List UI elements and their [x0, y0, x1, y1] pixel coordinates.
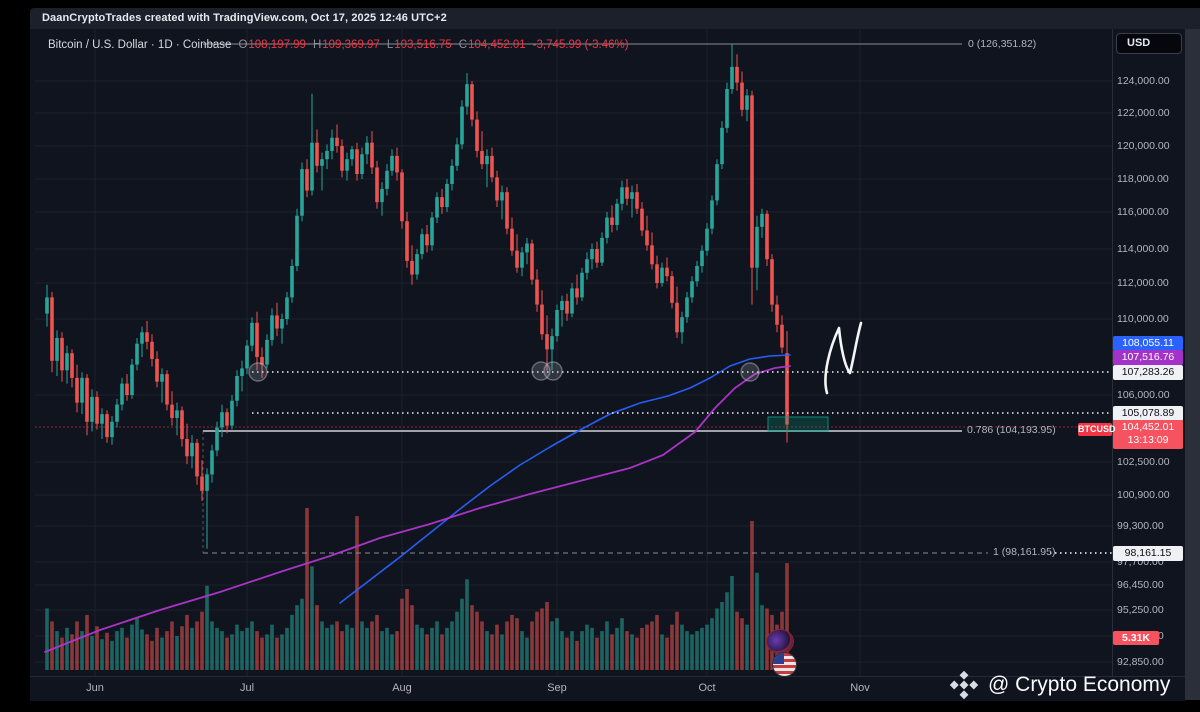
time-axis-label: Jul	[239, 682, 255, 694]
currency-toggle-button[interactable]: USD	[1116, 33, 1182, 54]
time-axis-pane[interactable]	[30, 676, 1185, 701]
time-axis-label: Nov	[850, 682, 870, 694]
time-axis-label: Aug	[392, 682, 412, 694]
fib-label-1[interactable]: 1 (98,161.95)	[993, 546, 1056, 558]
price-axis-label: 102,500.00	[1117, 456, 1170, 468]
trader-drawings[interactable]	[248, 321, 1112, 432]
time-axis-label: Sep	[547, 682, 567, 694]
time-axis-label: Jun	[86, 682, 104, 694]
ohlc-close: C104,452.01	[458, 39, 526, 51]
candlesticks	[45, 44, 789, 549]
watermark-text: @ Crypto Economy	[988, 673, 1171, 696]
price-axis-label: 114,000.00	[1117, 243, 1169, 255]
gridlines	[35, 29, 1112, 676]
ma-fast-price-badge: 108,055.11	[1113, 336, 1183, 351]
price-axis-label: 100,900.00	[1117, 489, 1170, 501]
fib-retracement[interactable]	[202, 43, 1112, 554]
attribution-bar: DaanCryptoTrades created with TradingVie…	[30, 8, 1200, 29]
price-axis-label: 124,000.00	[1117, 75, 1170, 87]
hand-drawn-n	[824, 321, 863, 395]
symbol-tag-badge: BTCUSD	[1078, 423, 1116, 436]
orb-emoji-sticker	[766, 629, 794, 654]
fib-low-price-badge: 98,161.15	[1113, 546, 1183, 561]
bar-countdown: 13:13:09	[1127, 434, 1169, 446]
price-axis-label: 92,850.00	[1117, 656, 1164, 668]
last-price-value: 104,452.01	[1121, 421, 1175, 433]
price-axis-label: 118,000.00	[1117, 173, 1169, 185]
attribution-text: DaanCryptoTrades created with TradingVie…	[42, 12, 447, 24]
change-value: -3,745.99 (-3.46%)	[532, 39, 629, 51]
price-axis-label: 116,000.00	[1117, 206, 1169, 218]
ohlc-low: L103,516.75	[386, 39, 452, 51]
price-axis-label: 106,000.00	[1117, 389, 1170, 401]
demand-zone-box	[767, 416, 829, 432]
last-price-badge: 104,452.01 13:13:09	[1113, 420, 1183, 449]
time-axis-label: Oct	[698, 682, 716, 694]
ma-purple-line[interactable]	[44, 365, 791, 653]
symbol-title[interactable]: Bitcoin / U.S. Dollar · 1D · Coinbase	[48, 39, 232, 51]
right-scrollbar-gutter[interactable]	[1185, 29, 1200, 700]
price-axis-label: 120,000.00	[1117, 140, 1170, 152]
volume-badge: 5.31K	[1113, 631, 1159, 645]
ohlc-open: O108,197.99	[238, 39, 306, 51]
chart-background	[30, 29, 1185, 676]
touch-circle-marker	[740, 362, 760, 382]
binance-diamond-icon	[949, 670, 979, 700]
price-axis-label: 122,000.00	[1117, 107, 1170, 119]
ohlc-high: H109,369.97	[312, 39, 380, 51]
fib-label-0[interactable]: 0 (126,351.82)	[968, 38, 1037, 50]
lower-line-price-badge: 105,078.89	[1113, 406, 1183, 421]
us-flag-emoji-sticker	[772, 652, 797, 677]
ma-slow-price-badge: 107,516.76	[1113, 350, 1183, 365]
symbol-legend[interactable]: Bitcoin / U.S. Dollar · 1D · Coinbase O1…	[48, 39, 629, 51]
touch-circle-marker	[531, 361, 551, 381]
ma-blue-line[interactable]	[339, 354, 791, 604]
fib-label-786[interactable]: 0.786 (104,193.95)	[967, 424, 1056, 436]
price-axis-label: 99,300.00	[1117, 520, 1164, 532]
touch-circle-marker	[543, 361, 563, 381]
price-axis-label: 112,000.00	[1117, 277, 1169, 289]
upper-line-price-badge: 107,283.26	[1113, 365, 1183, 380]
watermark: @ Crypto Economy	[948, 669, 1170, 701]
price-axis-label: 110,000.00	[1117, 313, 1169, 325]
volume-bars	[45, 508, 789, 670]
touch-circle-marker	[248, 362, 268, 382]
price-axis-label: 95,250.00	[1117, 604, 1164, 616]
price-axis-label: 96,450.00	[1117, 579, 1164, 591]
